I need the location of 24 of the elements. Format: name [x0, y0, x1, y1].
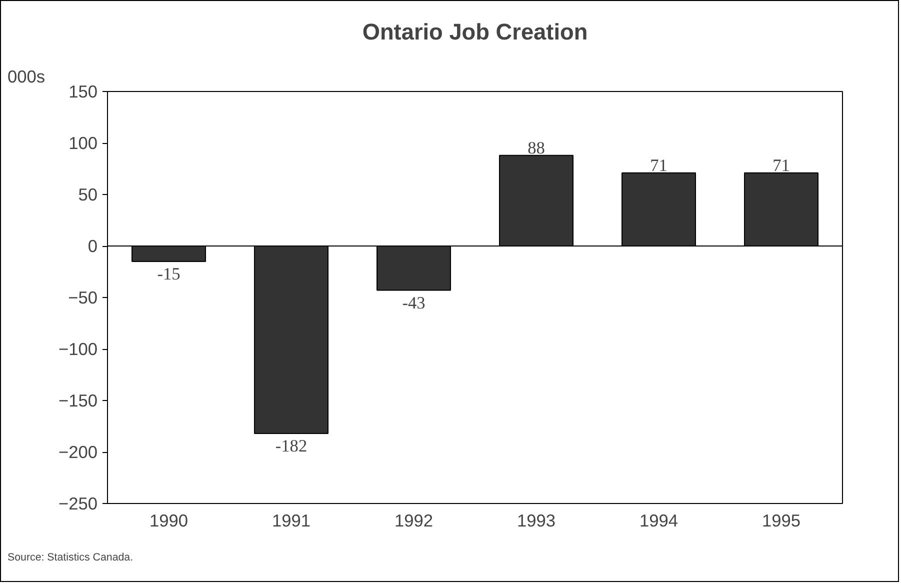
x-tick-label: 1994: [639, 510, 678, 530]
source-note: Source: Statistics Canada.: [8, 552, 134, 564]
y-tick-label: 0: [88, 236, 98, 256]
data-label: -43: [402, 293, 426, 312]
y-tick-label: −50: [68, 288, 98, 308]
data-label: 71: [650, 156, 668, 175]
x-tick-label: 1991: [272, 510, 311, 530]
y-tick-label: 50: [78, 184, 98, 204]
data-label: 71: [772, 156, 790, 175]
y-tick-label: 100: [68, 133, 98, 153]
data-label: 88: [528, 138, 545, 158]
data-label: -182: [275, 436, 308, 456]
x-tick-label: 1995: [762, 510, 801, 530]
y-tick-label: 150: [68, 82, 98, 102]
y-tick-label: −200: [58, 442, 98, 462]
x-tick-label: 1990: [149, 510, 188, 530]
x-tick-label: 1993: [516, 510, 556, 530]
x-tick-label: 1992: [394, 510, 434, 530]
data-label: -15: [157, 264, 180, 284]
chart-title: Ontario Job Creation: [362, 18, 588, 44]
y-tick-label: −150: [58, 390, 98, 410]
y-tick-label: −250: [58, 494, 98, 514]
y-axis-title: 000s: [8, 66, 46, 86]
y-tick-label: −100: [58, 339, 98, 359]
